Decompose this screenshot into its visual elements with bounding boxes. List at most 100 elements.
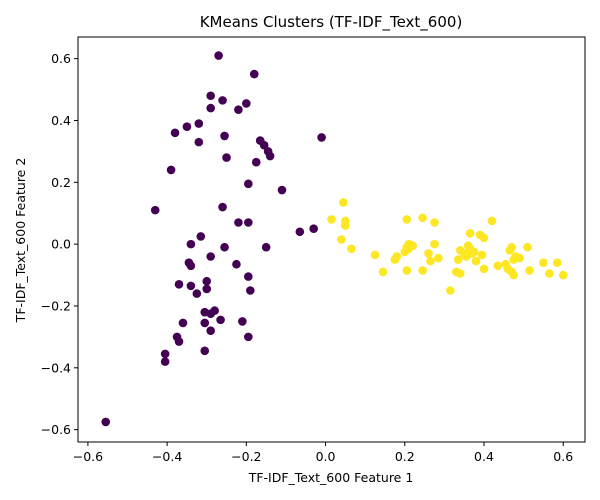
cluster-1-point [370, 250, 380, 260]
cluster-0-point [186, 261, 196, 271]
cluster-1-point [402, 215, 412, 224]
cluster-0-point [170, 128, 180, 138]
cluster-0-point [234, 105, 243, 114]
cluster-0-point [174, 280, 184, 289]
cluster-0-point [317, 133, 326, 142]
x-tick-label: −0.6 [73, 449, 103, 464]
cluster-0-point [218, 202, 227, 212]
y-axis-label: TF-IDF_Text_600 Feature 2 [13, 158, 28, 324]
cluster-0-point [101, 417, 111, 427]
cluster-1-point [390, 255, 400, 264]
y-tick-label: −0.2 [41, 298, 71, 313]
cluster-0-point [206, 309, 215, 318]
cluster-0-point [160, 357, 170, 366]
x-tick-label: −0.2 [231, 449, 261, 464]
y-tick-label: 0.2 [51, 175, 71, 190]
cluster-1-point [469, 247, 479, 257]
cluster-0-point [309, 224, 318, 233]
x-tick-label: 0.4 [474, 449, 494, 464]
cluster-1-point [402, 266, 412, 275]
cluster-0-point [244, 179, 253, 189]
cluster-0-point [244, 332, 253, 342]
cluster-0-point [192, 289, 202, 298]
x-tick-label: 0.0 [316, 449, 336, 464]
cluster-0-point [234, 218, 243, 227]
cluster-1-point [347, 244, 356, 254]
cluster-1-point [337, 235, 346, 244]
cluster-0-point [220, 131, 229, 141]
y-tick-label: −0.4 [41, 360, 71, 375]
cluster-0-point [182, 122, 192, 131]
cluster-0-point [206, 91, 215, 101]
cluster-0-point [251, 157, 261, 167]
cluster-1-point [430, 239, 439, 249]
x-axis-label: TF-IDF_Text_600 Feature 1 [248, 470, 414, 485]
cluster-0-point [206, 326, 215, 336]
y-tick-label: −0.6 [41, 422, 71, 437]
cluster-1-point [418, 266, 427, 275]
cluster-0-point [295, 227, 305, 237]
cluster-0-point [220, 242, 229, 252]
plot-frame [77, 36, 586, 443]
cluster-0-point [222, 153, 231, 162]
cluster-0-point [244, 218, 253, 227]
cluster-1-point [552, 258, 562, 267]
cluster-1-point [408, 241, 417, 250]
cluster-1-point [434, 253, 443, 263]
cluster-0-point [178, 318, 188, 328]
y-tick-label: 0.4 [51, 113, 71, 128]
cluster-0-point [202, 284, 212, 294]
cluster-0-point [206, 103, 215, 113]
cluster-0-point [160, 349, 170, 359]
cluster-0-point [166, 165, 176, 175]
cluster-1-point [477, 250, 487, 260]
cluster-0-point [214, 51, 223, 60]
cluster-1-point [545, 269, 554, 278]
cluster-0-point [277, 185, 287, 195]
y-tick-label: 0.6 [51, 51, 71, 66]
cluster-1-point [479, 233, 489, 243]
cluster-1-point [453, 255, 463, 264]
plot-area [101, 51, 568, 427]
cluster-0-point [259, 140, 269, 150]
cluster-1-point [455, 269, 465, 278]
cluster-1-point [430, 218, 439, 227]
cluster-1-point [426, 256, 435, 266]
cluster-1-point [558, 270, 568, 280]
cluster-1-point [471, 256, 481, 266]
cluster-0-point [218, 96, 227, 105]
cluster-1-point [493, 261, 503, 271]
x-tick-label: 0.6 [553, 449, 573, 464]
cluster-1-point [487, 216, 497, 226]
y-axis: −0.6 −0.4 −0.2 0.0 0.2 0.4 0.6 [41, 51, 78, 437]
cluster-1-point [341, 221, 350, 230]
cluster-1-point [418, 213, 427, 223]
x-axis: −0.6 −0.4 −0.2 0.0 0.2 0.4 0.6 [73, 442, 573, 464]
x-tick-label: −0.4 [152, 449, 182, 464]
cluster-0-point [249, 69, 259, 79]
cluster-1-point [525, 266, 534, 275]
cluster-1-point [479, 264, 489, 274]
cluster-1-point [523, 242, 532, 252]
cluster-0-point [244, 272, 253, 281]
cluster-0-point [202, 276, 212, 286]
cluster-0-point [265, 151, 275, 161]
cluster-1-point [509, 270, 519, 280]
cluster-0-point [200, 318, 210, 328]
cluster-0-point [261, 242, 271, 252]
cluster-0-point [200, 346, 210, 356]
cluster-0-point [206, 252, 215, 261]
chart-title: KMeans Clusters (TF-IDF_Text_600) [200, 13, 463, 32]
cluster-0-point [242, 99, 251, 108]
cluster-0-point [232, 259, 241, 269]
cluster-1-point [424, 249, 433, 258]
cluster-0-point [246, 286, 255, 295]
cluster-1-point [339, 198, 348, 207]
cluster-1-point [327, 215, 336, 224]
cluster-1-point [539, 258, 548, 267]
cluster-1-point [515, 253, 524, 263]
cluster-0-point [174, 337, 184, 346]
cluster-1-point [507, 242, 517, 252]
cluster-1-point [465, 229, 475, 238]
cluster-0-point [194, 137, 204, 147]
